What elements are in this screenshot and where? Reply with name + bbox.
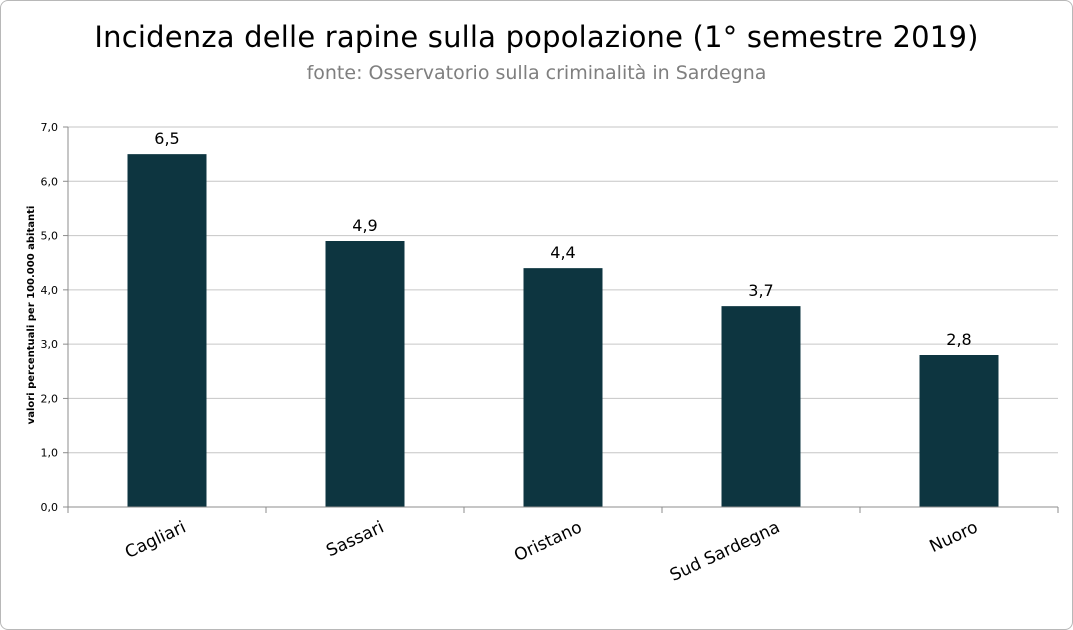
bar-sassari: [325, 241, 405, 507]
chart-title: Incidenza delle rapine sulla popolazione…: [94, 20, 979, 54]
x-tick-label: Cagliari: [122, 517, 189, 562]
y-axis-label: valori percentuali per 100.000 abitanti: [26, 206, 37, 425]
y-tick-label: 5,0: [41, 230, 59, 243]
data-label: 6,5: [154, 129, 179, 148]
data-label: 3,7: [748, 281, 773, 300]
y-tick-label: 4,0: [41, 284, 59, 297]
bar-oristano: [523, 268, 603, 507]
x-tick-label: Oristano: [511, 517, 585, 566]
y-tick-label: 2,0: [41, 392, 59, 405]
bar-sud-sardegna: [721, 306, 801, 507]
data-label: 4,9: [352, 216, 377, 235]
bars: [127, 154, 999, 507]
x-tick-label: Sud Sardegna: [667, 517, 783, 585]
y-tick-label: 7,0: [41, 121, 59, 134]
bar-nuoro: [919, 355, 999, 507]
data-label: 4,4: [550, 243, 575, 262]
y-tick-label: 1,0: [41, 447, 59, 460]
bar-cagliari: [127, 154, 207, 507]
chart-subtitle: fonte: Osservatorio sulla criminalità in…: [306, 62, 767, 84]
y-tick-label: 0,0: [41, 501, 59, 514]
x-tick-label: Nuoro: [927, 517, 982, 557]
x-tick-label: Sassari: [323, 517, 387, 561]
y-tick-label: 6,0: [41, 175, 59, 188]
data-label: 2,8: [946, 330, 971, 349]
axes: [63, 126, 1059, 513]
y-tick-label: 3,0: [41, 338, 59, 351]
